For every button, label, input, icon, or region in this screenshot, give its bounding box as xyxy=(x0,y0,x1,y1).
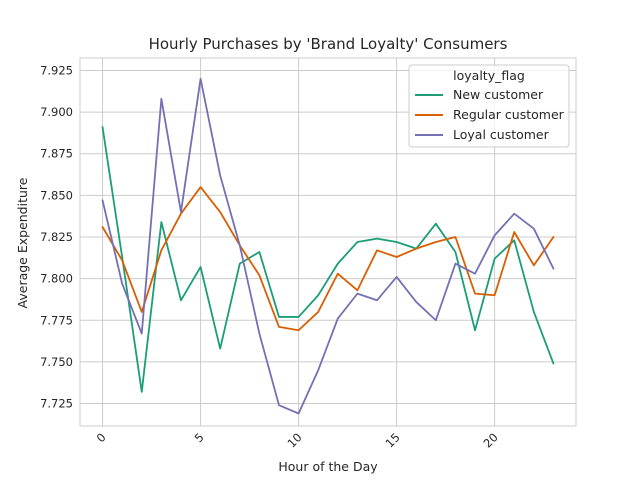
legend-label-regular-customer: Regular customer xyxy=(453,107,565,122)
legend-box xyxy=(408,64,570,148)
x-tick-label: 10 xyxy=(284,430,304,450)
x-tick-label: 5 xyxy=(192,430,207,445)
chart-title: Hourly Purchases by 'Brand Loyalty' Cons… xyxy=(149,35,508,53)
x-tick-label: 0 xyxy=(94,430,109,445)
series-lines xyxy=(101,77,555,415)
legend: loyalty_flag New customer Regular custome… xyxy=(408,64,570,148)
x-tick-label: 20 xyxy=(481,430,501,450)
legend-label-loyal-customer: Loyal customer xyxy=(453,127,550,142)
y-tick-label: 7.850 xyxy=(40,188,73,202)
y-tick-label: 7.725 xyxy=(40,397,73,411)
y-tick-label: 7.875 xyxy=(40,147,73,161)
y-axis-ticks: 7.725 7.750 7.775 7.800 7.825 7.850 7.875 7.900… xyxy=(40,63,73,410)
y-tick-label: 7.800 xyxy=(40,272,73,286)
y-tick-label: 7.900 xyxy=(40,105,73,119)
legend-label-new-customer: New customer xyxy=(453,87,544,102)
x-tick-label: 15 xyxy=(382,430,402,450)
y-tick-label: 7.775 xyxy=(40,313,73,327)
y-tick-label: 7.925 xyxy=(40,63,73,77)
x-axis-label: Hour of the Day xyxy=(278,459,378,474)
plot-frame xyxy=(79,57,577,427)
y-axis-label: Average Expenditure xyxy=(15,177,30,308)
y-tick-label: 7.750 xyxy=(40,355,73,369)
legend-title: loyalty_flag xyxy=(453,68,525,83)
x-axis-ticks: 0 5 10 15 20 xyxy=(94,430,501,450)
series-line-regular-customer xyxy=(101,186,555,332)
series-line-new-customer xyxy=(101,126,555,393)
y-tick-label: 7.825 xyxy=(40,230,73,244)
series-line-loyal-customer xyxy=(101,77,555,415)
